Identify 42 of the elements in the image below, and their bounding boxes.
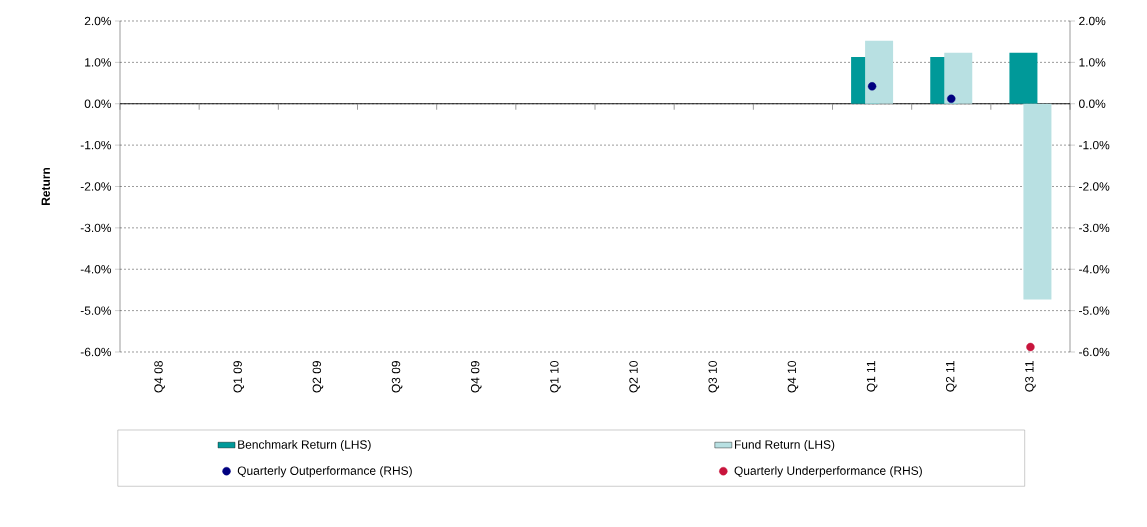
- y-tick-label: -3.0%: [80, 223, 112, 233]
- y-tick-label: -1.0%: [80, 140, 112, 150]
- bar: [1023, 103, 1052, 300]
- y2-tick-label: -3.0%: [1079, 223, 1110, 233]
- x-tick-label: Q4 09: [470, 361, 482, 393]
- x-tick-label: Q3 11: [1025, 361, 1036, 392]
- x-tick-label: Q3 09: [391, 361, 403, 393]
- y2-tick-label: -2.0%: [1079, 182, 1110, 191]
- point: [867, 82, 877, 91]
- legend-label: Benchmark Return (LHS): [238, 439, 371, 452]
- x-tick-label: Q4 08: [154, 361, 165, 393]
- y2-tick-label: -1.0%: [1079, 140, 1110, 150]
- y2-tick-label: 2.0%: [1079, 16, 1106, 26]
- point: [1026, 342, 1035, 352]
- x-tick-label: Q2 10: [629, 360, 640, 393]
- y-axis-title: Return: [41, 167, 50, 205]
- y2-tick-label: 1.0%: [1079, 58, 1106, 67]
- legend-label: Fund Return (LHS): [735, 439, 835, 452]
- y2-tick-label: -4.0%: [1079, 265, 1110, 274]
- y-tick-label: -5.0%: [80, 306, 112, 315]
- bar: [1009, 52, 1038, 104]
- bar: [865, 40, 894, 104]
- y2-tick-label: -5.0%: [1079, 306, 1110, 315]
- legend-label: Quarterly Underperformance (RHS): [734, 466, 922, 478]
- y2-tick-label: 0.0%: [1079, 99, 1106, 108]
- y-tick-label: -2.0%: [80, 182, 112, 191]
- x-tick-label: Q1 09: [233, 361, 245, 393]
- y-tick-label: 2.0%: [84, 16, 112, 26]
- y-tick-label: 0.0%: [84, 99, 112, 108]
- y-tick-label: 1.0%: [85, 58, 112, 67]
- x-tick-label: Q1 11: [866, 361, 878, 392]
- bar: [944, 52, 973, 104]
- x-tick-label: Q2 09: [312, 361, 324, 393]
- y2-tick-label: -6.0%: [1079, 347, 1110, 357]
- x-tick-label: Q3 10: [708, 360, 720, 393]
- y-tick-label: -4.0%: [80, 265, 112, 274]
- y-tick-label: -6.0%: [80, 347, 112, 357]
- point: [947, 94, 956, 103]
- x-tick-label: Q1 10: [550, 360, 561, 393]
- x-tick-label: Q4 10: [787, 360, 799, 393]
- legend-label: Quarterly Outperformance (RHS): [237, 466, 412, 478]
- x-tick-label: Q2 11: [945, 361, 957, 392]
